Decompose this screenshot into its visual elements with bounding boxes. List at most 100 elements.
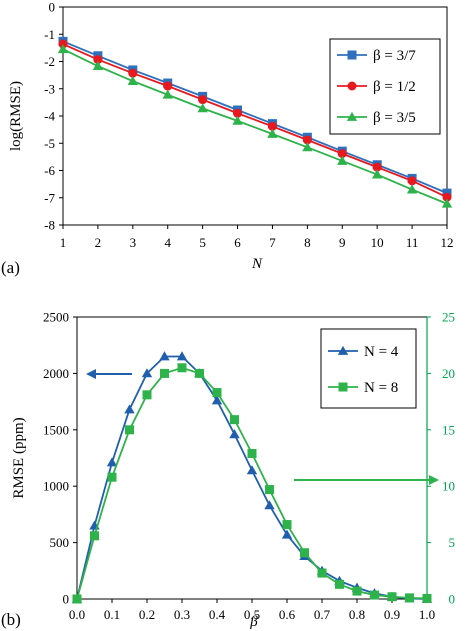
data-point-a xyxy=(93,55,103,65)
x-tick-label-b: 0.2 xyxy=(139,607,155,622)
data-point-b xyxy=(282,520,292,530)
y-ticks-left-b: 0 500 1000 1500 2000 2500 xyxy=(43,310,77,607)
data-point-b xyxy=(125,425,134,435)
data-point-a xyxy=(372,162,382,172)
data-point-a xyxy=(197,103,208,113)
legend-marker-b xyxy=(337,345,349,355)
panel-a: 0-1-2-3-4-5-6-7-8 1 2 3 4 5 6 7 8 9 10 11 12 log(RM… xyxy=(1,0,454,277)
data-point-a xyxy=(372,169,383,179)
x-tick-label-a: 6 xyxy=(234,235,241,250)
x-tick-label-a: 5 xyxy=(199,235,206,250)
y-tick-label-left-b: 1500 xyxy=(43,422,69,437)
x-axis-label-a: N xyxy=(251,256,263,272)
x-tick-label-b: 1.0 xyxy=(419,607,435,622)
data-point-b xyxy=(107,472,117,482)
legend-marker-a xyxy=(347,50,357,60)
data-point-a xyxy=(233,108,243,118)
left-axis-arrow xyxy=(86,369,132,379)
y-tick-label-a: -5 xyxy=(44,136,55,151)
legend-b: N = 4 N = 8 xyxy=(320,328,417,409)
y-tick-label-a: -6 xyxy=(44,163,55,178)
x-tick-label-b: 0.1 xyxy=(104,607,120,622)
series-line-a xyxy=(62,40,448,194)
y-ticks-a: 0 -1 -2 -3 -4 -5 -6 -7 -8 xyxy=(44,0,63,233)
x-tick-label-a: 12 xyxy=(441,235,454,250)
data-point-a xyxy=(198,95,208,105)
series-group-a xyxy=(57,36,453,208)
y-tick-label-a: -7 xyxy=(44,190,55,205)
data-point-b xyxy=(141,368,153,378)
data-point-a xyxy=(127,75,138,86)
data-point-b xyxy=(177,363,187,373)
y-tick-label-left-b: 0 xyxy=(63,592,70,607)
data-point-b xyxy=(335,579,344,589)
x-tick-label-a: 9 xyxy=(339,235,346,250)
legend-marker-b xyxy=(338,382,348,392)
data-point-b xyxy=(229,429,240,439)
data-point-b xyxy=(387,592,397,602)
x-tick-label-b: 0.9 xyxy=(384,607,400,622)
x-tick-label-a: 2 xyxy=(95,235,102,250)
data-point-a xyxy=(406,184,418,194)
data-point-a xyxy=(302,135,312,145)
x-tick-label-a: 4 xyxy=(164,235,171,250)
x-tick-label-b: 0.7 xyxy=(314,607,331,622)
data-point-b xyxy=(265,485,274,495)
y-tick-label-a: 0 xyxy=(49,0,56,15)
data-point-b xyxy=(124,404,135,414)
x-tick-label-b: 0.4 xyxy=(209,607,226,622)
y-tick-label-left-b: 500 xyxy=(50,535,70,550)
y-tick-label-right-b: 10 xyxy=(442,479,455,494)
data-point-a xyxy=(92,60,104,71)
data-point-b xyxy=(176,351,188,361)
x-tick-label-b: 0.3 xyxy=(174,607,190,622)
y-tick-label-a: -4 xyxy=(44,109,55,124)
x-tick-label-a: 8 xyxy=(304,235,311,250)
legend-box-b xyxy=(320,328,417,409)
data-point-b xyxy=(159,351,170,361)
x-ticks-b: 0.0 0.1 0.2 0.3 0.4 0.5 0.6 0.7 0.8 0.9 1.0 xyxy=(69,599,435,622)
x-tick-label-a: 1 xyxy=(60,235,67,250)
data-point-b xyxy=(106,457,118,467)
data-point-a xyxy=(57,44,69,54)
series-a-2 xyxy=(57,44,453,208)
data-point-b xyxy=(281,529,293,539)
data-point-a xyxy=(163,81,173,91)
y-tick-label-right-b: 5 xyxy=(449,535,456,550)
data-point-a xyxy=(267,128,278,138)
x-tick-label-a: 3 xyxy=(130,235,137,250)
data-point-b xyxy=(246,465,258,475)
y-axis-label-b: RMSE (ppm) xyxy=(11,417,27,498)
x-tick-label-a: 10 xyxy=(371,235,384,250)
data-point-b xyxy=(90,531,99,541)
y-tick-label-left-b: 2500 xyxy=(43,310,69,325)
panel-label-a: (a) xyxy=(1,258,20,277)
y-tick-label-a: -3 xyxy=(44,81,55,96)
series-line-a xyxy=(62,48,448,205)
y-tick-label-left-b: 1000 xyxy=(43,479,69,494)
data-point-a xyxy=(441,198,453,208)
data-point-b xyxy=(212,388,222,398)
data-point-a xyxy=(337,155,348,165)
legend-a: β = 3/7 β = 1/2 β = 3/5 xyxy=(329,38,441,135)
y-tick-label-right-b: 25 xyxy=(442,310,455,325)
x-ticks-a: 1 2 3 4 5 6 7 8 9 10 11 12 xyxy=(60,225,454,250)
data-point-b xyxy=(72,594,82,604)
data-point-a xyxy=(58,39,68,49)
data-point-b xyxy=(230,415,239,425)
data-point-b xyxy=(247,448,257,458)
y-tick-label-a: -2 xyxy=(44,54,55,69)
y-tick-label-right-b: 15 xyxy=(442,422,455,437)
x-tick-label-b: 0.0 xyxy=(69,607,85,622)
data-point-b xyxy=(317,568,327,578)
data-point-b xyxy=(195,368,204,378)
data-point-b xyxy=(352,586,362,596)
data-point-b xyxy=(264,500,275,510)
series-a-1 xyxy=(58,39,452,202)
legend-label-a: β = 3/5 xyxy=(373,110,416,126)
y-ticks-right-b: 0 5 10 15 20 25 xyxy=(426,310,456,607)
right-axis-arrow xyxy=(294,475,439,485)
data-point-a xyxy=(128,68,138,78)
